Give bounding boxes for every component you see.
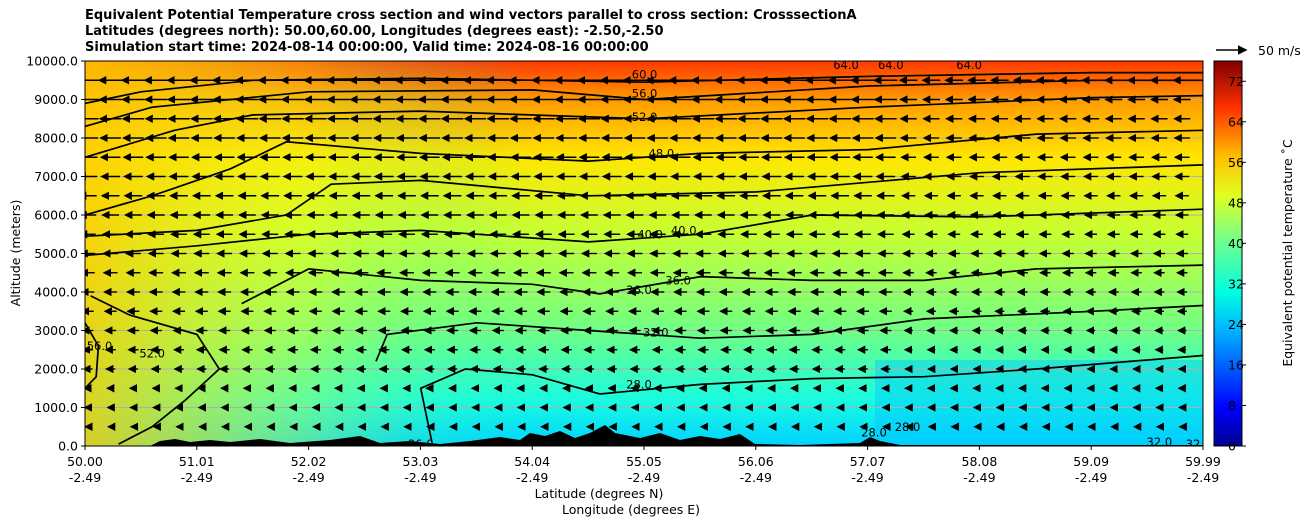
x-tick-label-lon: -2.49: [851, 470, 883, 485]
contour-label: 64.0: [878, 58, 904, 72]
y-tick-label: 8000.0: [34, 131, 78, 146]
terrain: [150, 425, 1203, 446]
y-tick-label: 4000.0: [34, 285, 78, 300]
x-axis-ticks: 50.00-2.4951.01-2.4952.02-2.4953.03-2.49…: [67, 446, 1221, 485]
y-tick-label: 10000.0: [26, 54, 78, 69]
colorbar-tick-label: 16: [1228, 357, 1244, 372]
x-tick-label-lat: 53.03: [403, 454, 439, 469]
y-axis-ticks: 0.0 1000.0 2000.0 3000.0 4000.0 5000.0 6000.0 7…: [26, 54, 85, 454]
colorbar-tick-label: 56: [1228, 155, 1244, 170]
x-tick-label-lon: -2.49: [292, 470, 324, 485]
x-tick-label-lon: -2.49: [740, 470, 772, 485]
x-tick-label-lat: 52.02: [291, 454, 327, 469]
y-tick-label: 0.0: [58, 439, 78, 454]
wind-vectors: [85, 76, 1192, 431]
contour-label: 52.0: [632, 110, 658, 124]
y-tick-label: 6000.0: [34, 208, 78, 223]
colorbar-label: Equivalent potential temperature ˚C: [1280, 139, 1295, 367]
contour-label: 40.0: [671, 223, 697, 237]
contour-label: 28.0: [626, 377, 652, 391]
x-tick-label-lat: 59.99: [1185, 454, 1221, 469]
y-tick-label: 2000.0: [34, 362, 78, 377]
x-tick-label-lon: -2.49: [181, 470, 213, 485]
colorbar-tick-label: 64: [1228, 114, 1244, 129]
contour-label: 56.0: [87, 339, 113, 353]
x-tick-label-lon: -2.49: [963, 470, 995, 485]
quiver-key-label: 50 m/s: [1258, 43, 1301, 58]
contour-32: [375, 304, 1203, 362]
colorbar-tick-label: 8: [1228, 398, 1236, 413]
chart-title-line-3: Simulation start time: 2024-08-14 00:00:…: [85, 40, 649, 55]
plot-area: 60.056.052.048.040.0 40.036.036.032.028.0…: [85, 58, 1212, 451]
contour-label: 28.0: [861, 426, 887, 440]
chart-title-line-2: Latitudes (degrees north): 50.00,60.00, …: [85, 24, 664, 39]
contour-label: 60.0: [632, 67, 658, 81]
contour-label: 56.0: [632, 87, 658, 101]
contour-label: 52.0: [139, 347, 165, 361]
x-tick-label-lon: -2.49: [69, 470, 101, 485]
x-tick-label-lat: 50.00: [67, 454, 103, 469]
chart-title-line-1: Equivalent Potential Temperature cross s…: [85, 8, 857, 23]
contour-label: 32.0: [1147, 435, 1173, 449]
y-tick-label: 3000.0: [34, 323, 78, 338]
contour-36: [241, 264, 1203, 305]
x-tick-label-lon: -2.49: [1075, 470, 1107, 485]
colorbar-tick-label: 48: [1228, 195, 1244, 210]
contour-label: 48.0: [649, 146, 675, 160]
colorbar-tick-label: 40: [1228, 236, 1244, 251]
y-tick-label: 5000.0: [34, 246, 78, 261]
cool-pool: [875, 360, 1203, 446]
colorbar-frame: [1213, 60, 1243, 447]
contour-label: 32.0: [643, 325, 669, 339]
contour-56: [85, 322, 100, 389]
x-tick-label-lat: 56.06: [738, 454, 774, 469]
x-tick-label-lat: 59.09: [1073, 454, 1109, 469]
y-axis-label: Altitude (meters): [8, 200, 23, 307]
x-tick-label-lat: 54.04: [514, 454, 550, 469]
x-tick-label-lon: -2.49: [628, 470, 660, 485]
colorbar-tick-label: 32: [1228, 276, 1244, 291]
x-tick-label-lat: 51.01: [179, 454, 215, 469]
contour-label: 64.0: [956, 58, 982, 72]
contour-label: 64.0: [833, 58, 859, 72]
x-tick-label-lat: 58.08: [962, 454, 998, 469]
x-axis-label-line-2: Longitude (degrees E): [562, 502, 700, 517]
x-tick-label-lat: 55.05: [626, 454, 662, 469]
contour-56: [85, 79, 1203, 128]
x-tick-label-lon: -2.49: [404, 470, 436, 485]
x-tick-label-lon: -2.49: [516, 470, 548, 485]
colorbar: [1214, 61, 1242, 446]
colorbar-tick-label: 72: [1228, 74, 1244, 89]
y-tick-label: 1000.0: [34, 400, 78, 415]
x-tick-label-lon: -2.49: [1187, 470, 1219, 485]
colorbar-tick-label: 24: [1228, 317, 1244, 332]
x-axis-label-line-1: Latitude (degrees N): [535, 486, 664, 501]
y-tick-label: 9000.0: [34, 92, 78, 107]
y-tick-label: 7000.0: [34, 169, 78, 184]
x-tick-label-lat: 57.07: [850, 454, 886, 469]
contour-label: 36.0: [626, 283, 652, 297]
contour-label: 36.0: [665, 273, 691, 287]
contour-label: 36.0: [408, 437, 434, 451]
contour-label: 32.0: [1186, 437, 1212, 451]
